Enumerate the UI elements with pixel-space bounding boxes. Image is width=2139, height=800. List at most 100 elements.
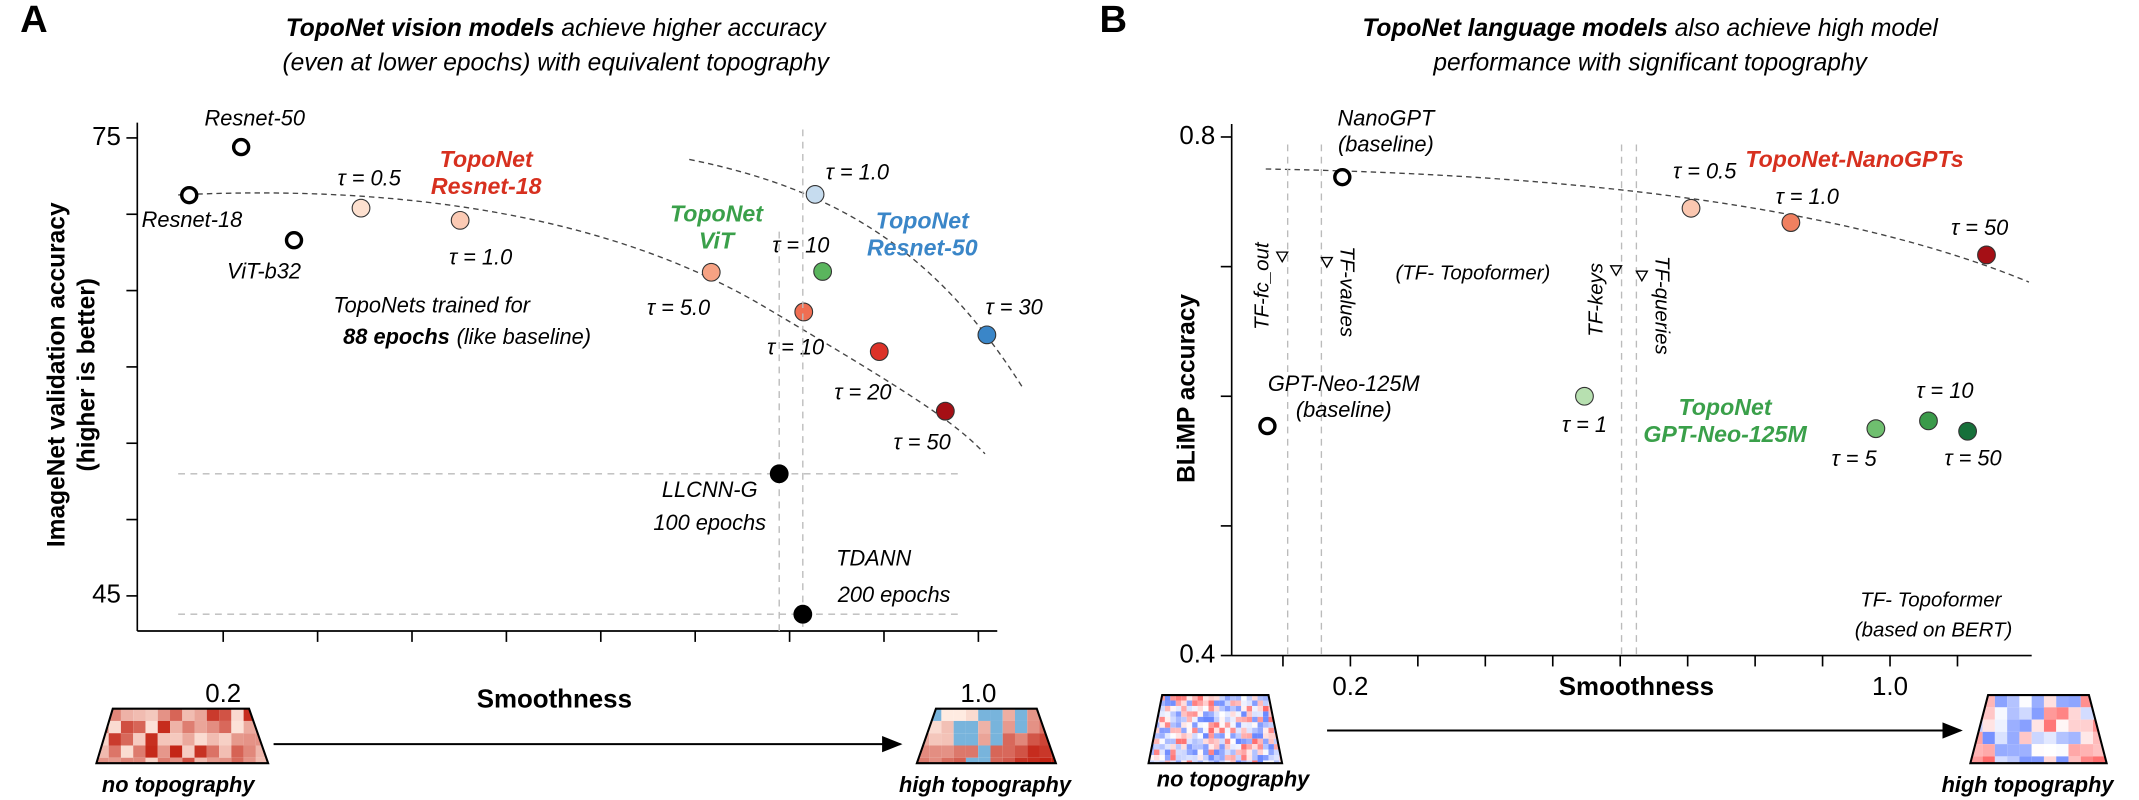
tf-marker [1635,270,1649,283]
heat-cell [1181,749,1187,756]
heat-cell [1224,711,1231,717]
heat-cell [1159,760,1165,764]
heat-cell [2056,744,2069,757]
data-point [180,185,199,205]
heat-cell [1159,716,1165,723]
y-axis-label: (higher is better) [74,278,101,471]
heat-cell [219,733,232,746]
heat-cell [978,720,991,734]
heat-cell [133,745,146,758]
point-label: τ = 50 [1951,215,2008,240]
heat-cell [1181,711,1187,717]
heat-cell [1257,705,1264,712]
heat-cell [2031,731,2044,745]
heat-cell [1153,733,1160,739]
heat-cell [1186,760,1193,764]
heat-cell [941,733,954,746]
heat-cell [1252,711,1258,717]
heat-cell [1273,755,1280,761]
heat-cell [1153,744,1160,750]
data-point [701,262,721,282]
heat-cell [965,745,979,758]
heat-cell [1014,708,1028,721]
heat-cell [1224,733,1231,739]
heat-cell [1213,749,1220,756]
heat-cell [2031,719,2044,732]
heat-cell [1197,749,1204,756]
heat-cell [1175,727,1182,734]
heat-cell [1186,738,1193,745]
heat-cell [1268,755,1274,761]
heat-cell [1213,760,1220,764]
heat-cell [1246,716,1253,723]
heat-cell [1192,711,1198,717]
point-label: τ = 0.5 [1673,159,1737,184]
heat-cell [1235,744,1242,750]
fit-curve [689,158,1024,389]
heat-cell [1203,738,1209,745]
data-point [231,137,251,157]
heat-cell [2080,719,2094,732]
heat-cell [1164,727,1171,734]
point-label: Resnet-18 [142,207,243,232]
heat-cell [1002,733,1015,746]
series-name: TopoNet [1679,394,1773,420]
x-tick-label: 1.0 [960,680,996,708]
heat-cell [1224,755,1231,761]
point-label: (baseline) [1338,132,1434,157]
chart-title: (even at lower epochs) with equivalent t… [282,50,830,77]
heat-cell [1164,695,1171,701]
point-label: 100 epochs [653,510,766,535]
heat-cell [1213,695,1220,701]
heat-cell [1159,727,1165,734]
heat-cell [219,708,232,721]
heat-cell [1208,705,1214,712]
heat-cell [1027,708,1040,721]
heat-cell [1175,705,1182,712]
y-tick-label: 0.8 [1179,122,1215,150]
heat-cell [2068,707,2081,720]
heat-cell [1219,738,1225,745]
heat-cell [1235,727,1242,734]
heat-cell [1203,760,1209,764]
heat-cell [1235,711,1242,717]
heat-cell [1192,760,1198,764]
heat-cell [1159,705,1165,712]
heat-cell [1263,738,1269,745]
heat-cell [1252,738,1258,745]
heat-cell [2043,744,2057,757]
heat-cell [1219,760,1225,764]
heat-cell [145,733,158,746]
heat-cell [1186,755,1193,761]
heat-cell [1148,755,1154,761]
heat-cell [1186,705,1193,712]
heat-cell [133,720,146,734]
x-tick-label: 1.0 [1872,673,1908,701]
heat-cell [2019,695,2032,708]
heat-cell [1170,727,1176,734]
point-label: LLCNN-G [662,477,758,502]
heat-cell [1246,755,1253,761]
heat-cell [1235,716,1242,723]
heat-cell [1982,707,1995,720]
heat-cell [1224,749,1231,756]
heat-cell [2007,719,2020,732]
heat-cell [1175,716,1182,723]
title-emphasis: TopoNet language models [1362,15,1668,42]
heat-cell [157,745,171,758]
heat-cell [1039,757,1052,764]
series-name: TopoNet-NanoGPTs [1745,146,1963,172]
series-name: GPT-Neo-125M [1643,421,1807,447]
heat-cell [1213,744,1220,750]
heat-cell [1164,700,1171,706]
heat-cell [108,720,121,734]
heat-cell [1159,738,1165,745]
heat-cell [1224,700,1231,706]
heat-cell [1175,695,1182,701]
heat-cell [1246,711,1253,717]
heat-cell [1252,733,1258,739]
point-label: Resnet-50 [204,106,305,131]
heat-cell [1164,755,1171,761]
heat-cell [182,733,195,746]
heat-cell [965,733,979,746]
